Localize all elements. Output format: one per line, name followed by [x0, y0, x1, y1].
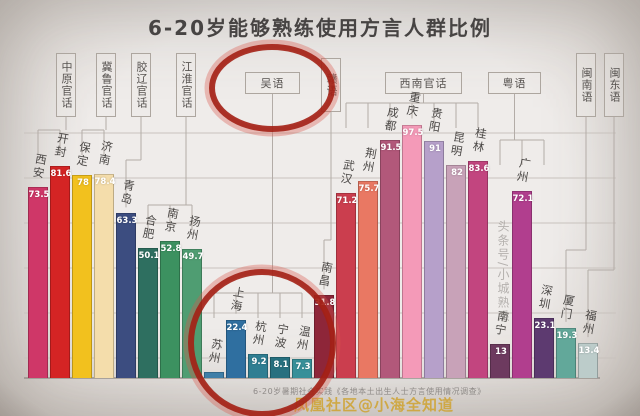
- value-label: 19.3: [556, 330, 578, 341]
- bar: 78: [72, 175, 92, 378]
- value-label: 71.2: [336, 195, 358, 206]
- watermark-bottom: 凤凰社区@小海全知道: [294, 396, 455, 414]
- dialect-group-box: 粤语: [488, 72, 541, 94]
- bar: 13: [490, 344, 510, 378]
- bar: 81.6: [50, 165, 72, 378]
- dialect-group-box: 吴语: [245, 72, 300, 94]
- bar: 75.7: [358, 181, 380, 378]
- bar: 63.3: [116, 213, 138, 378]
- dialect-group-box: 冀鲁官话: [96, 53, 116, 117]
- value-label: 63.3: [116, 216, 138, 227]
- dialect-group-box: 中原官话: [56, 53, 76, 117]
- bar: 72.1: [512, 190, 534, 378]
- bar: 50.1: [138, 247, 160, 378]
- value-label: 82: [451, 167, 463, 178]
- bar: 91.5: [380, 140, 402, 378]
- dialect-group-box: 闽东语: [604, 53, 624, 117]
- bar: 97.5: [402, 124, 424, 378]
- red-circle-annotation: [188, 269, 336, 416]
- value-label: 8.1: [273, 359, 289, 370]
- value-label: 49.7: [182, 251, 204, 262]
- value-label: 78.4: [94, 177, 116, 188]
- dialect-group-box: 闽南语: [576, 53, 596, 117]
- bar: 8.1: [270, 356, 290, 378]
- value-label: 78: [77, 178, 89, 189]
- bar: 7.3: [292, 359, 312, 378]
- source-footnote: 6-20岁暑期社会实践《各地本土出生人士方言使用情况调查》: [253, 387, 486, 396]
- value-label: 72.1: [512, 193, 534, 204]
- value-label: 97.5: [402, 127, 424, 138]
- bar: 22.4: [226, 319, 248, 378]
- bar: 9.2: [248, 354, 268, 378]
- bar: 82: [446, 164, 466, 378]
- value-label: 9.2: [251, 357, 267, 368]
- bar: 23.1: [534, 317, 556, 378]
- bar: 78.4: [94, 174, 116, 378]
- dialect-group-box: 胶辽官话: [131, 53, 151, 117]
- value-label: 73.5: [28, 189, 50, 200]
- dialect-group-box: 江淮官话: [176, 53, 196, 117]
- value-label: 75.7: [358, 184, 380, 195]
- value-label: 91: [429, 144, 441, 155]
- value-label: 81.6: [50, 168, 72, 179]
- value-label: 7.3: [295, 362, 311, 373]
- bar: 71.2: [336, 192, 358, 378]
- bar: 52.8: [160, 240, 182, 378]
- dialect-group-box: 西南官话: [385, 72, 462, 94]
- value-label: 31.8: [314, 298, 336, 309]
- value-label: 22.4: [226, 322, 248, 333]
- value-label: 13.4: [578, 346, 600, 357]
- value-label: 23.1: [534, 320, 556, 331]
- bar: 91: [424, 141, 444, 378]
- value-label: 83.6: [468, 163, 490, 174]
- bar: 83.6: [468, 160, 490, 378]
- red-circle-annotation: [209, 44, 335, 132]
- chart-title: 6-20岁能够熟练使用方言人群比例: [147, 16, 493, 40]
- watermark-side: 头条号/小城熟悉: [496, 220, 510, 325]
- bar: 19.3: [556, 327, 578, 378]
- bar: 73.5: [28, 186, 50, 378]
- bar: 49.7: [182, 248, 204, 378]
- bar: 13.4: [578, 343, 600, 378]
- value-label: 52.8: [160, 243, 182, 254]
- value-label: 13: [495, 347, 507, 358]
- value-label: 50.1: [138, 250, 160, 261]
- bar: [204, 372, 224, 378]
- value-label: 91.5: [380, 143, 402, 154]
